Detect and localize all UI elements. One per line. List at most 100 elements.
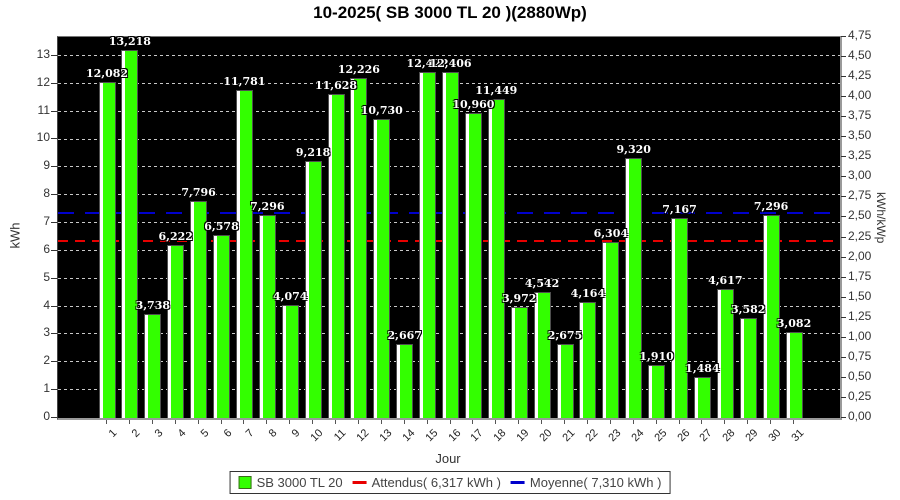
right-tick-label-2,25: 2,25: [848, 228, 872, 243]
bar-day-23: [602, 242, 620, 418]
bar-value-label-day-24: 9,320: [616, 143, 651, 157]
legend-series-label: SB 3000 TL 20: [256, 475, 343, 490]
left-tick-label-2: 2: [43, 353, 50, 368]
x-label-10: 10: [308, 427, 326, 445]
bar-day-17: [464, 112, 482, 418]
bar-value-label-day-30: 7,296: [753, 199, 789, 213]
x-label-31: 31: [789, 427, 807, 445]
bar-value-label-day-14: 2,667: [387, 328, 422, 342]
right-tickmark-2,00: [841, 256, 846, 258]
right-tickmark-2,50: [841, 216, 846, 218]
x-tickmark-4: [174, 420, 176, 424]
left-tickmark-9: [51, 166, 57, 168]
x-tickmark-26: [678, 420, 680, 424]
x-label-18: 18: [491, 427, 509, 445]
right-tick-label-0,75: 0,75: [848, 348, 872, 363]
bar-day-26: [671, 218, 688, 418]
left-tick-label-10: 10: [36, 130, 50, 145]
left-tickmark-6: [51, 249, 57, 251]
left-tickmark-8: [51, 194, 57, 196]
bar-value-label-day-9: 4,074: [272, 289, 308, 303]
right-tickmark-3,75: [841, 116, 846, 118]
bar-day-13: [373, 119, 391, 418]
bar-day-3: [144, 313, 162, 418]
bar-value-label-day-11: 11,628: [314, 79, 358, 93]
right-tick-label-1,75: 1,75: [848, 268, 872, 283]
bar-value-label-day-5: 7,796: [181, 185, 216, 199]
bar-value-label-day-4: 6,222: [158, 229, 193, 243]
x-tickmark-31: [793, 420, 794, 424]
right-tickmark-2,75: [841, 196, 846, 198]
left-tickmark-3: [51, 333, 57, 335]
x-label-27: 27: [697, 427, 715, 445]
right-tick-label-1,00: 1,00: [848, 328, 872, 343]
bar-value-label-day-29: 3,582: [730, 303, 766, 317]
right-tickmark-0,00: [841, 417, 846, 418]
x-tickmark-24: [632, 420, 634, 424]
right-tickmark-4,00: [841, 96, 846, 98]
legend-item-series: SB 3000 TL 20: [238, 475, 343, 490]
left-tick-label-6: 6: [43, 241, 50, 256]
left-tick-label-8: 8: [43, 186, 50, 201]
bar-value-label-day-23: 6,304: [593, 227, 629, 241]
x-label-4: 4: [175, 427, 189, 440]
bar-day-11: [327, 94, 345, 418]
bar-value-label-day-18: 11,449: [475, 84, 518, 98]
x-label-19: 19: [514, 427, 532, 445]
bar-value-label-day-16: 12,406: [429, 57, 472, 71]
x-tickmark-27: [701, 420, 703, 424]
x-label-21: 21: [560, 427, 578, 445]
x-tickmark-30: [770, 420, 772, 424]
right-tickmark-4,75: [841, 36, 846, 37]
x-tickmark-12: [357, 420, 359, 424]
x-label-16: 16: [445, 427, 463, 445]
plot-area: 12,082 13,218 3,738 6,222 7,796 6,578 11,781 7,…: [57, 35, 842, 420]
bar-day-24: [625, 158, 643, 418]
bar-day-4: [167, 244, 185, 418]
left-tick-label-1: 1: [43, 381, 50, 396]
right-tickmark-4,25: [841, 76, 846, 78]
right-tick-label-3,50: 3,50: [848, 128, 872, 143]
bar-value-label-day-17: 10,960: [452, 97, 495, 111]
x-label-9: 9: [289, 427, 303, 440]
x-label-17: 17: [468, 427, 486, 445]
left-tick-label-4: 4: [43, 297, 50, 312]
right-tickmark-3,00: [841, 176, 846, 178]
left-tickmark-13: [51, 54, 57, 56]
right-tick-label-2,75: 2,75: [848, 188, 872, 203]
x-label-7: 7: [244, 427, 257, 440]
bar-day-21: [556, 343, 574, 418]
right-tick-label-4,25: 4,25: [848, 68, 872, 83]
x-tickmark-8: [266, 420, 268, 424]
x-tickmark-5: [197, 420, 199, 424]
bar-day-10: [304, 161, 322, 418]
x-label-1: 1: [106, 427, 120, 440]
bar-day-19: [510, 307, 528, 418]
x-label-29: 29: [743, 427, 761, 445]
bar-day-20: [533, 291, 551, 418]
x-label-20: 20: [537, 427, 555, 445]
legend-moyenne-label: Moyenne( 7,310 kWh ): [529, 475, 662, 490]
y-axis-title-right: kWh/kWp: [874, 192, 888, 244]
left-tickmark-2: [51, 361, 57, 363]
right-tick-label-1,25: 1,25: [848, 308, 872, 323]
bar-day-29: [739, 318, 757, 418]
bar-value-label-day-19: 3,972: [501, 292, 537, 306]
x-tickmark-16: [449, 420, 451, 424]
bar-day-27: [693, 376, 711, 418]
left-tickmark-0: [51, 417, 57, 418]
left-tickmark-10: [51, 138, 57, 140]
x-tickmark-7: [243, 420, 245, 424]
chart-title: 10-2025( SB 3000 TL 20 )(2880Wp): [313, 3, 587, 22]
right-tickmark-0,25: [841, 396, 846, 398]
legend-item-attendus: Attendus( 6,317 kWh ): [352, 475, 501, 490]
right-tickmark-3,50: [841, 136, 846, 138]
right-tickmark-1,75: [841, 276, 846, 278]
left-tickmark-5: [51, 277, 57, 279]
x-label-3: 3: [152, 427, 166, 440]
left-tickmark-4: [51, 305, 57, 307]
right-tick-label-4,00: 4,00: [848, 88, 872, 103]
bar-value-label-day-15: 12,422: [406, 57, 449, 71]
right-tick-label-3,25: 3,25: [848, 148, 872, 163]
left-tick-label-0: 0: [43, 409, 50, 423]
